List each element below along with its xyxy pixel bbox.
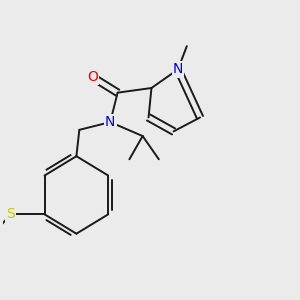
Text: O: O xyxy=(87,70,98,84)
Text: S: S xyxy=(6,207,15,221)
Text: N: N xyxy=(105,115,116,129)
Text: N: N xyxy=(173,62,183,76)
